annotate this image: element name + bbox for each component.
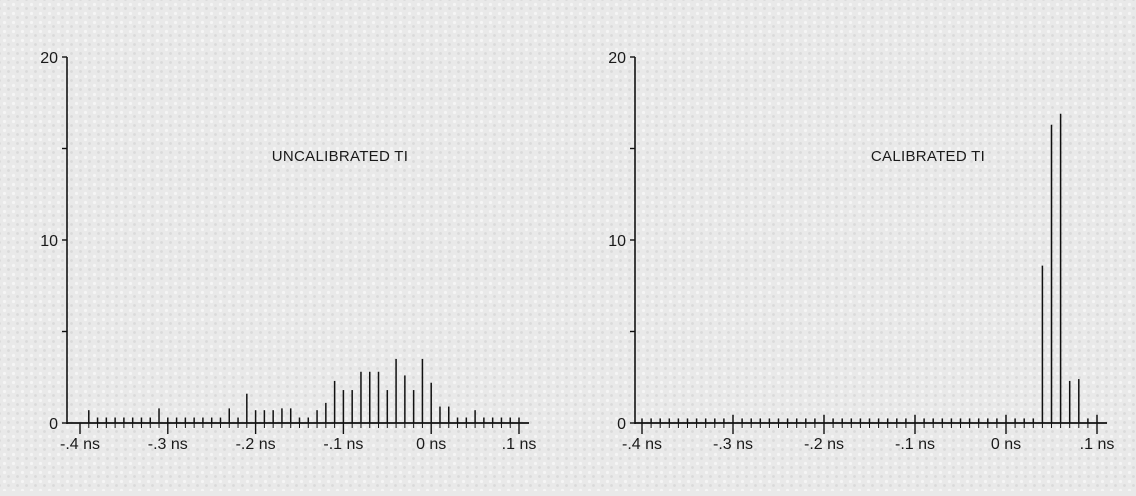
x-tick-label: -.3 ns — [148, 436, 188, 453]
chart-title: UNCALIBRATED TI — [272, 148, 408, 165]
x-tick-label: -.2 ns — [804, 436, 844, 453]
x-tick-label: -.3 ns — [713, 436, 753, 453]
x-tick-label: -.2 ns — [236, 436, 276, 453]
y-tick-label: 0 — [49, 416, 58, 433]
chart-title: CALIBRATED TI — [871, 148, 985, 165]
x-tick-label: -.1 ns — [895, 436, 935, 453]
y-tick-label: 20 — [608, 50, 626, 67]
x-tick-label: .1 ns — [1080, 436, 1115, 453]
y-tick-label: 20 — [40, 50, 58, 67]
y-tick-label: 0 — [617, 416, 626, 433]
x-tick-label: -.4 ns — [60, 436, 100, 453]
x-tick-label: -.4 ns — [622, 436, 662, 453]
uncalibrated-ti-panel: UNCALIBRATED TI 0 10 20 -.4 ns -.3 ns -.2 ns -… — [40, 50, 536, 453]
y-tick-label: 10 — [40, 233, 58, 250]
x-tick-label: 0 ns — [416, 436, 446, 453]
x-tick-label: -.1 ns — [323, 436, 363, 453]
x-tick-label: 0 ns — [991, 436, 1021, 453]
y-tick-label: 10 — [608, 233, 626, 250]
calibrated-ti-panel: CALIBRATED TI 0 10 20 -.4 ns -.3 ns -.2 ns -.1… — [608, 50, 1114, 453]
x-tick-label: .1 ns — [502, 436, 537, 453]
